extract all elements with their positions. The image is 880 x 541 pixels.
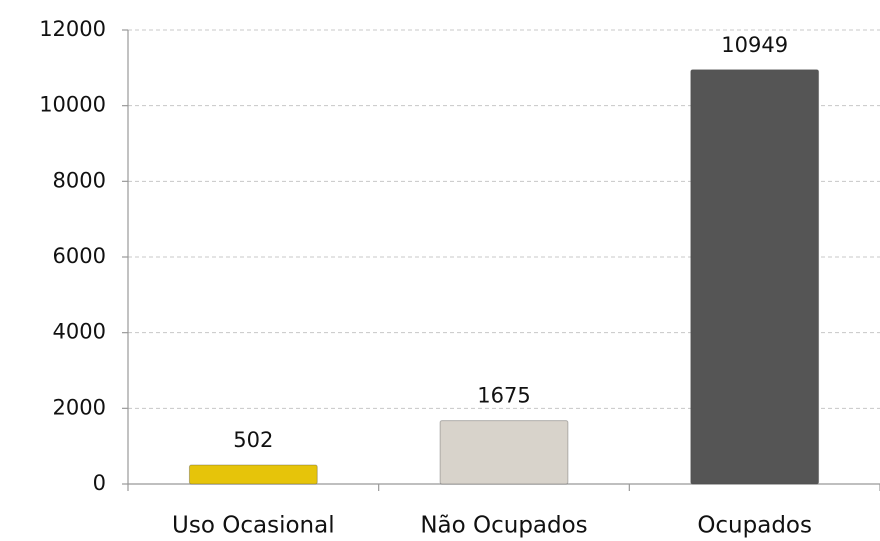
y-tick-label: 2000	[53, 395, 106, 419]
y-tick-label: 8000	[53, 168, 106, 192]
y-tick-label: 4000	[53, 320, 106, 344]
bar	[690, 69, 820, 485]
y-tick-label: 0	[93, 471, 106, 495]
x-tick-label: Ocupados	[697, 513, 812, 539]
bar	[188, 464, 318, 485]
data-label: 502	[233, 428, 273, 452]
data-label: 1675	[477, 384, 530, 408]
bar	[439, 420, 569, 485]
x-tick-label: Não Ocupados	[420, 513, 587, 539]
data-label: 10949	[721, 33, 788, 57]
y-tick-label: 12000	[39, 17, 106, 41]
x-tick-label: Uso Ocasional	[172, 513, 335, 539]
y-tick-label: 10000	[39, 93, 106, 117]
y-tick-label: 6000	[53, 244, 106, 268]
